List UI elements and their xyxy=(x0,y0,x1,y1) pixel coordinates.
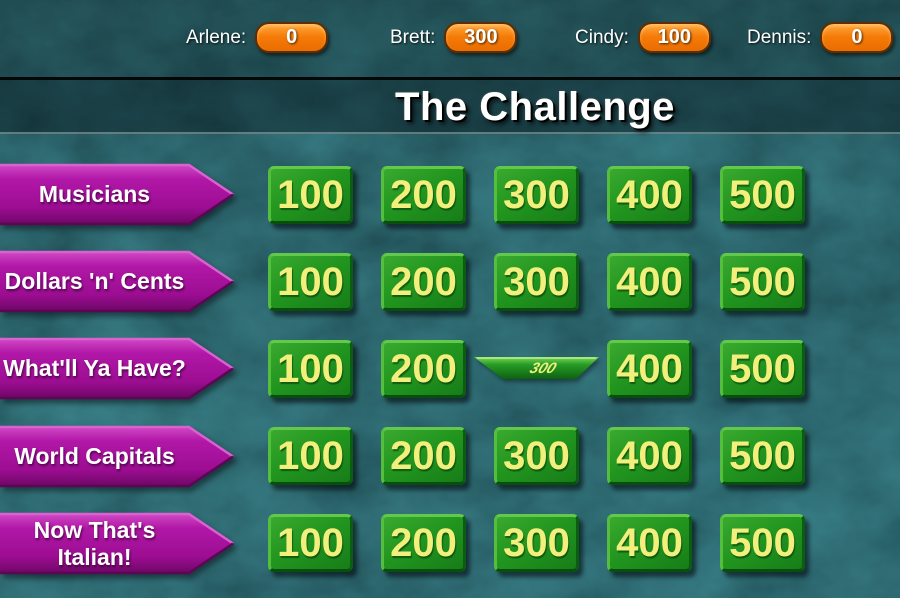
player-name-label: Brett: xyxy=(390,26,436,48)
clue-button[interactable]: 200 xyxy=(381,166,466,224)
arrow-shape xyxy=(0,425,234,488)
player-name-label: Arlene: xyxy=(186,26,247,48)
category-arrow-dollars-n-cents: Dollars 'n' Cents xyxy=(0,250,235,313)
clue-button[interactable]: 400 xyxy=(607,253,692,311)
clue-button[interactable]: 400 xyxy=(607,514,692,572)
clue-button[interactable]: 100 xyxy=(268,253,353,311)
arrow-shape xyxy=(0,163,234,226)
clue-button[interactable]: 100 xyxy=(268,427,353,485)
player-score-field[interactable]: 0 xyxy=(820,22,894,53)
clue-button[interactable]: 200 xyxy=(381,253,466,311)
category-arrow-world-capitals: World Capitals xyxy=(0,425,235,488)
player-score-field[interactable]: 0 xyxy=(255,22,329,53)
clue-button[interactable]: 200 xyxy=(381,427,466,485)
clue-button[interactable]: 200 xyxy=(381,514,466,572)
clue-button[interactable]: 100 xyxy=(268,340,353,398)
clue-value-label: 300 xyxy=(527,361,559,377)
clue-button[interactable]: 300 xyxy=(494,514,579,572)
player-score-group: Brett: 300 xyxy=(390,21,518,54)
clue-button[interactable]: 500 xyxy=(720,166,805,224)
clue-button[interactable]: 300 xyxy=(494,253,579,311)
clue-button[interactable]: 100 xyxy=(268,166,353,224)
player-score-group: Arlene: 0 xyxy=(186,21,329,54)
clue-button[interactable]: 400 xyxy=(607,166,692,224)
player-score-field[interactable]: 100 xyxy=(637,22,711,53)
clue-button[interactable]: 500 xyxy=(720,253,805,311)
player-name-label: Cindy: xyxy=(575,26,629,48)
category-label: What'll Ya Have? xyxy=(3,355,186,381)
category-arrow-whatll-ya-have: What'll Ya Have? xyxy=(0,337,235,400)
player-score-field[interactable]: 300 xyxy=(444,22,518,53)
category-label: World Capitals xyxy=(14,443,175,469)
player-score-group: Cindy: 100 xyxy=(575,21,711,54)
player-name-label: Dennis: xyxy=(747,26,812,48)
clue-button[interactable]: 200 xyxy=(381,340,466,398)
clue-button[interactable]: 500 xyxy=(720,514,805,572)
page-title: The Challenge xyxy=(395,85,675,129)
clue-button[interactable]: 400 xyxy=(607,427,692,485)
clue-button[interactable]: 500 xyxy=(720,427,805,485)
category-arrow-musicians: Musicians xyxy=(0,163,235,226)
title-band xyxy=(0,77,900,134)
category-arrow-now-thats-italian: Now That's Italian! xyxy=(0,512,235,575)
clue-button[interactable]: 100 xyxy=(268,514,353,572)
clue-button[interactable]: 500 xyxy=(720,340,805,398)
arrow-shape xyxy=(0,512,234,575)
clue-button-collapsing[interactable]: 300 xyxy=(474,356,599,380)
player-score-group: Dennis: 0 xyxy=(747,21,894,54)
clue-button[interactable]: 300 xyxy=(494,427,579,485)
category-label: Dollars 'n' Cents xyxy=(4,268,185,294)
category-label: Now That's Italian! xyxy=(33,516,156,570)
category-label: Musicians xyxy=(38,181,151,207)
clue-button[interactable]: 400 xyxy=(607,340,692,398)
arrow-shape xyxy=(0,250,234,313)
clue-button[interactable]: 300 xyxy=(494,166,579,224)
arrow-shape xyxy=(0,337,234,400)
